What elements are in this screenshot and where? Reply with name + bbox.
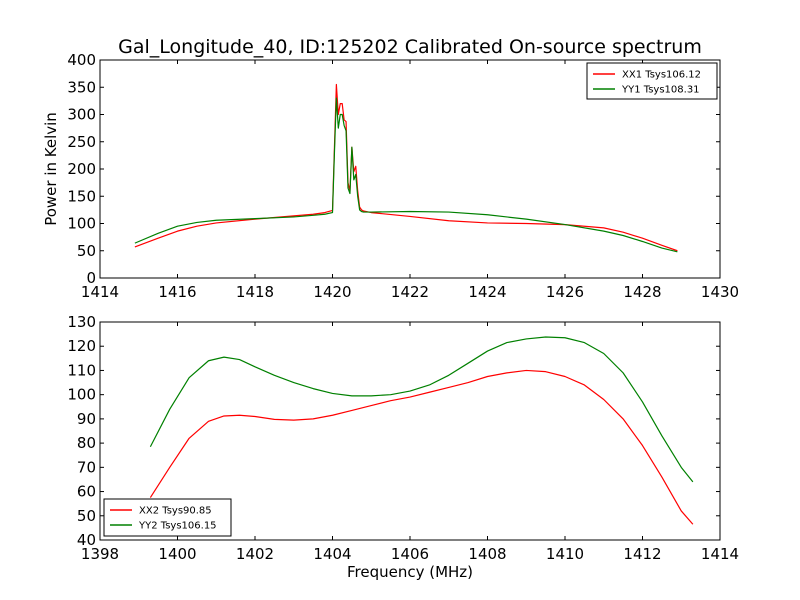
upper-legend-label-2: YY1 Tsys108.31 xyxy=(621,85,700,96)
lower-legend-box xyxy=(103,498,232,537)
lower-y-tick-label: 120 xyxy=(67,337,96,355)
chart-title: Gal_Longitude_40, ID:125202 Calibrated O… xyxy=(118,36,702,58)
upper-y-tick-label: 0 xyxy=(86,269,96,287)
lower-y-tick-label: 50 xyxy=(77,507,96,525)
lower-x-tick-label: 1412 xyxy=(623,545,661,563)
lower-y-tick-label: 110 xyxy=(67,361,96,379)
lower-y-tick-label: 130 xyxy=(67,313,96,331)
upper-y-tick-label: 200 xyxy=(67,160,96,178)
lower-x-tick-label: 1414 xyxy=(701,545,739,563)
lower-series-line-1 xyxy=(149,369,694,525)
lower-x-tick-label: 1406 xyxy=(391,545,429,563)
upper-series-line-1 xyxy=(134,83,678,252)
upper-y-tick-label: 350 xyxy=(67,78,96,96)
upper-legend-label-1: XX1 Tsys106.12 xyxy=(622,70,701,81)
upper-y-axis-label: Power in Kelvin xyxy=(42,112,60,226)
upper-spectrum-plot: 1414 1416 1418 1420 1422 1424 1426 1428 1430 0 50 1… xyxy=(42,51,739,301)
upper-y-tick-label: 300 xyxy=(67,106,96,124)
upper-x-tick-label: 1426 xyxy=(546,283,584,301)
lower-x-tick-label: 1404 xyxy=(313,545,351,563)
upper-x-tick-label: 1420 xyxy=(313,283,351,301)
upper-legend-box xyxy=(586,62,718,100)
upper-y-tick-label: 50 xyxy=(77,242,96,260)
upper-y-tick-label: 150 xyxy=(67,187,96,205)
lower-x-tick-label: 1402 xyxy=(236,545,274,563)
upper-x-tick-label: 1418 xyxy=(236,283,274,301)
lower-x-tick-label: 1400 xyxy=(158,545,196,563)
lower-y-tick-label: 60 xyxy=(77,483,96,501)
lower-y-tick-label: 90 xyxy=(77,410,96,428)
upper-y-tick-label: 400 xyxy=(67,51,96,69)
upper-y-tick-label: 250 xyxy=(67,133,96,151)
upper-series-line-2 xyxy=(134,97,678,253)
lower-spectrum-plot: 1398 1400 1402 1404 1406 1408 1410 1412 1414 40 50… xyxy=(67,313,739,581)
lower-legend-label-2: YY2 Tsys106.15 xyxy=(138,521,217,532)
lower-x-tick-label: 1408 xyxy=(468,545,506,563)
upper-x-tick-label: 1424 xyxy=(468,283,506,301)
lower-y-tick-label: 80 xyxy=(77,434,96,452)
upper-x-tick-label: 1422 xyxy=(391,283,429,301)
upper-x-tick-label: 1416 xyxy=(158,283,196,301)
upper-x-tick-label: 1428 xyxy=(623,283,661,301)
lower-y-tick-label: 70 xyxy=(77,458,96,476)
upper-y-tick-label: 100 xyxy=(67,215,96,233)
lower-y-tick-label: 40 xyxy=(77,531,96,549)
lower-legend-label-1: XX2 Tsys90.85 xyxy=(139,506,212,517)
lower-x-tick-label: 1410 xyxy=(546,545,584,563)
upper-x-tick-label: 1430 xyxy=(701,283,739,301)
lower-x-axis-label: Frequency (MHz) xyxy=(347,563,473,581)
lower-y-tick-label: 100 xyxy=(67,386,96,404)
lower-x-tick-label: 1398 xyxy=(81,545,119,563)
upper-x-tick-label: 1414 xyxy=(81,283,119,301)
lower-series-line-2 xyxy=(149,336,694,483)
